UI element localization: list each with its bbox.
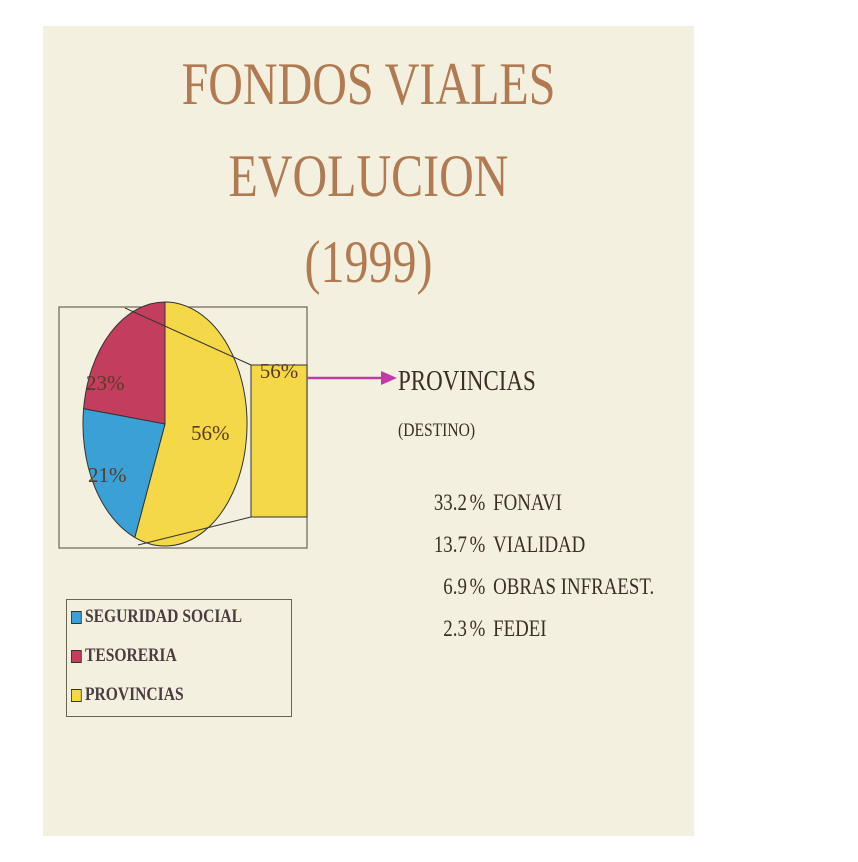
pie-value-label: 21% <box>88 463 127 487</box>
pie-value-label: 23% <box>86 371 125 395</box>
exploded-bar <box>250 364 308 518</box>
allocation-unit: % <box>469 574 486 599</box>
allocation-row: 33.2% FONAVI <box>398 490 562 516</box>
destination-subtitle: (DESTINO) <box>398 420 476 441</box>
legend-swatch <box>71 689 82 703</box>
legend-swatch <box>71 611 82 625</box>
allocation-unit: % <box>469 532 486 557</box>
legend-item-provincias: PROVINCIAS <box>71 684 184 706</box>
title-line-2: EVOLUCION <box>228 143 509 209</box>
allocation-value: 2.3 <box>443 616 467 641</box>
legend-label: TESORERIA <box>84 645 177 666</box>
allocation-row: 6.9% OBRAS INFRAEST. <box>398 574 654 600</box>
pie-slice-provincias <box>134 301 248 547</box>
chart-legend: SEGURIDAD SOCIAL TESORERIA PROVINCIAS <box>66 599 292 717</box>
slide: FONDOS VIALES EVOLUCION (1999) 21% 23% 56%… <box>43 26 694 836</box>
title-line-1: FONDOS VIALES <box>181 51 556 117</box>
allocation-value: 6.9 <box>443 574 467 599</box>
pie-value-label: 56% <box>191 421 230 445</box>
allocation-unit: % <box>469 616 486 641</box>
title-line-3: (1999) <box>304 229 433 295</box>
allocation-unit: % <box>469 490 486 515</box>
allocation-name: VIALIDAD <box>493 532 586 557</box>
allocation-value: 13.7 <box>433 532 467 557</box>
exploded-bar-label: 56% <box>260 359 299 383</box>
allocation-name: OBRAS INFRAEST. <box>493 574 655 599</box>
arrow-head <box>381 371 397 385</box>
pie-chart: 21% 23% 56% 56% <box>58 301 397 549</box>
pie-slice-seguridad-social <box>82 408 166 539</box>
legend-item-tesoreria: TESORERIA <box>71 645 177 667</box>
allocation-name: FONAVI <box>493 490 562 515</box>
legend-label: SEGURIDAD SOCIAL <box>84 606 243 627</box>
legend-swatch <box>71 650 82 664</box>
pie-slice-tesoreria <box>83 301 166 425</box>
allocation-row: 2.3% FEDEI <box>398 616 547 642</box>
allocation-row: 13.7% VIALIDAD <box>398 532 585 558</box>
legend-item-seguridad-social: SEGURIDAD SOCIAL <box>71 606 242 628</box>
connector-line <box>137 516 252 546</box>
connector-line <box>124 307 252 366</box>
allocation-name: FEDEI <box>493 616 547 641</box>
destination-title: PROVINCIAS <box>398 366 536 397</box>
legend-label: PROVINCIAS <box>84 684 184 705</box>
allocation-value: 33.2 <box>433 490 467 515</box>
